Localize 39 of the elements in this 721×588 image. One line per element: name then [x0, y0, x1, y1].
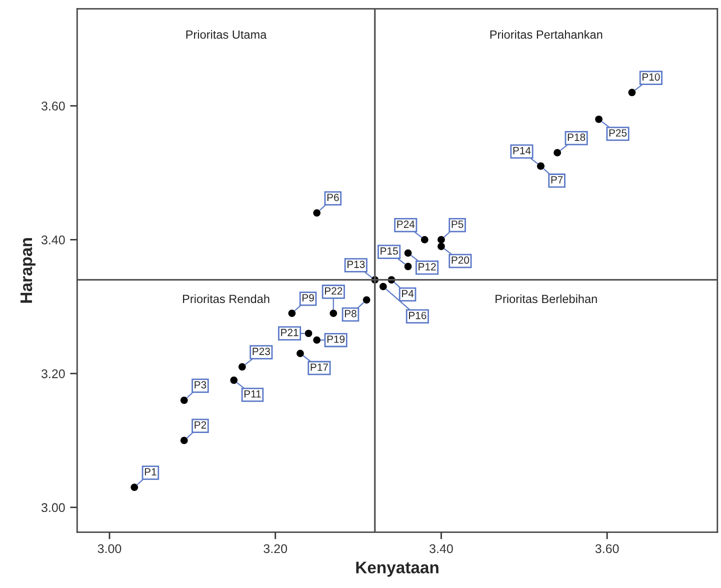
annotation: P17	[310, 364, 328, 371]
annotation: P5	[452, 220, 464, 228]
annotation: P16	[409, 312, 426, 320]
annotation: P13	[347, 260, 365, 268]
annotation: P7	[551, 176, 563, 184]
annotation: P19	[327, 335, 345, 343]
x-tick-label: 3.20	[264, 544, 288, 554]
annotation: P18	[568, 134, 586, 141]
annotation: P12	[418, 263, 436, 270]
annotation: P2	[194, 421, 206, 429]
x-tick-label: 3.40	[430, 544, 453, 554]
annotation: P23	[252, 348, 270, 356]
y-tick-label: 3.40	[41, 235, 65, 244]
y-tick-label: 3.00	[41, 503, 65, 512]
annotation: P6	[327, 194, 339, 202]
annotation: P14	[513, 147, 531, 154]
annotation: Prioritas Utama	[186, 30, 267, 39]
annotation: P10	[642, 73, 660, 81]
annotation: Prioritas Rendah	[183, 294, 270, 304]
x-tick-label: 3.60	[595, 544, 619, 554]
annotation: P25	[609, 129, 627, 137]
annotation: P9	[302, 294, 314, 302]
annotation: Prioritas Pertahankan	[490, 30, 602, 39]
annotation: P1	[144, 468, 156, 476]
y-axis-title: Harapan	[20, 238, 36, 303]
annotation: Prioritas Berlebihan	[496, 294, 597, 304]
annotation: P11	[244, 390, 261, 398]
annotation: P15	[380, 247, 398, 255]
annotation: P4	[402, 290, 414, 298]
annotation: P8	[344, 310, 356, 318]
annotation: P21	[281, 328, 298, 336]
annotation: P3	[194, 381, 206, 389]
y-tick-label: 3.60	[41, 102, 65, 111]
x-tick-label: 3.00	[98, 544, 122, 554]
annotation: P22	[325, 287, 342, 294]
x-axis-title: Kenyataan	[356, 562, 438, 577]
y-tick-label: 3.20	[41, 369, 65, 378]
annotation: P24	[397, 220, 415, 228]
annotation: P20	[452, 256, 470, 264]
